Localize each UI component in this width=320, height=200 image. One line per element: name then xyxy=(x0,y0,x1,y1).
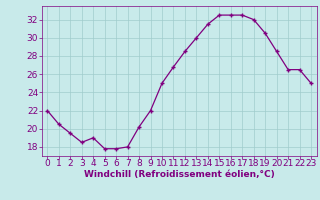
X-axis label: Windchill (Refroidissement éolien,°C): Windchill (Refroidissement éolien,°C) xyxy=(84,170,275,179)
